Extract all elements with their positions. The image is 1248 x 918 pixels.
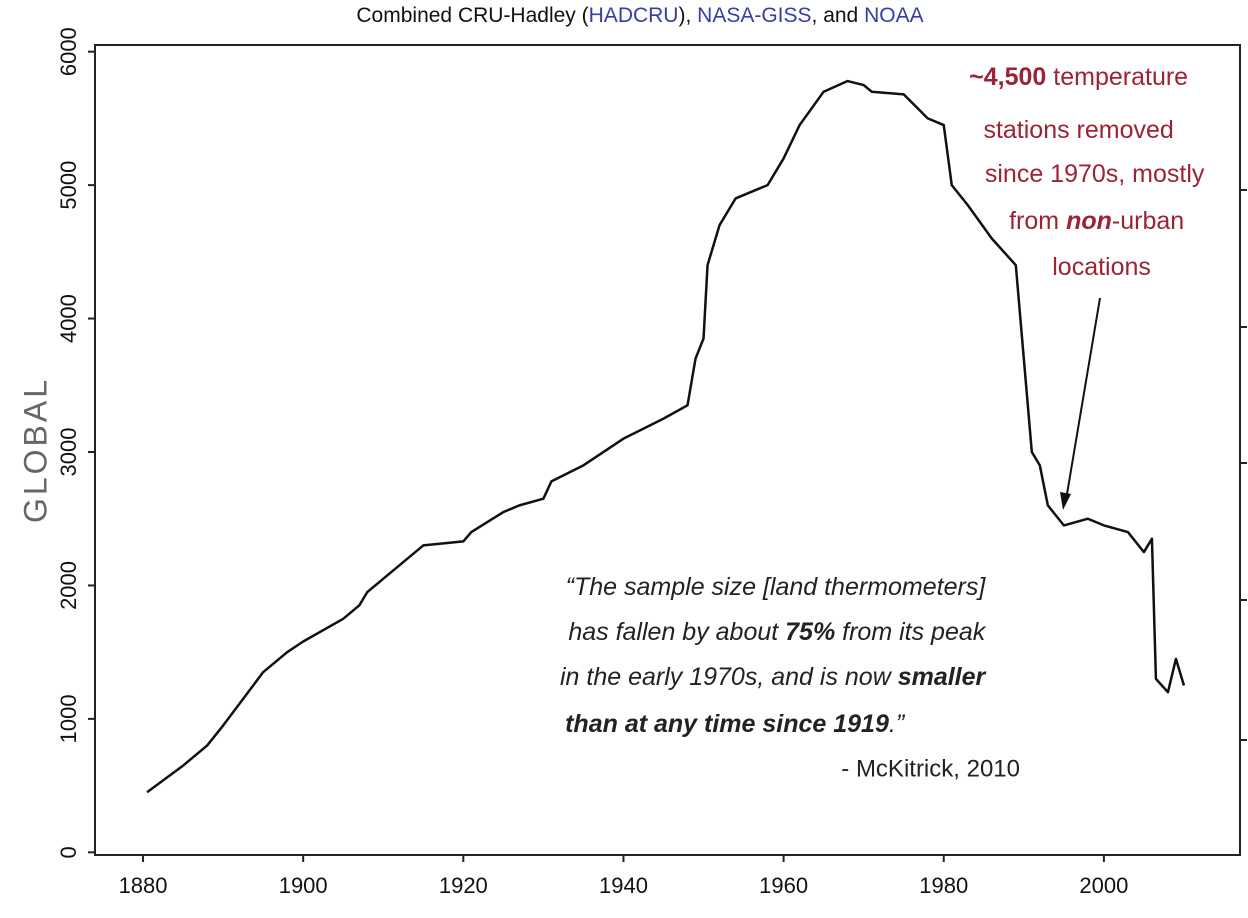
title-part: , and bbox=[812, 4, 865, 27]
annotation-part: stations removed bbox=[983, 116, 1173, 144]
attribution: - McKitrick, 2010 bbox=[841, 755, 1020, 782]
x-tick-label: 1880 bbox=[119, 873, 168, 898]
y-tick-label: 4000 bbox=[56, 294, 81, 343]
annotation-part: from bbox=[1009, 207, 1066, 235]
quote-part: in the early 1970s, and is now bbox=[560, 663, 898, 691]
x-tick-label: 1940 bbox=[599, 873, 648, 898]
quote-part: from its peak bbox=[835, 618, 987, 646]
y-tick-label: 1000 bbox=[56, 694, 81, 743]
quote-part: 75% bbox=[785, 618, 835, 646]
x-tick-label: 2000 bbox=[1079, 873, 1128, 898]
line bbox=[146, 79, 1186, 794]
x-tick-label: 1960 bbox=[759, 873, 808, 898]
quote-part: “The sample size [land thermometers] bbox=[566, 573, 987, 601]
x-tick-label: 1980 bbox=[919, 873, 968, 898]
title-part: NASA-GISS bbox=[697, 4, 811, 27]
x-tick-label: 1900 bbox=[279, 873, 328, 898]
y-tick-label: 2000 bbox=[56, 561, 81, 610]
annotation-part: ~4,500 bbox=[969, 63, 1046, 91]
quote-part: has fallen by about bbox=[568, 618, 785, 646]
quote: “The sample size [land thermometers] has… bbox=[560, 573, 987, 738]
quote-part: smaller bbox=[898, 663, 987, 691]
arrow-head bbox=[1060, 492, 1071, 510]
quote-part: than at any time since 1919 bbox=[565, 710, 889, 738]
x-tick-label: 1920 bbox=[439, 873, 488, 898]
y-tick-label: 3000 bbox=[56, 428, 81, 477]
y-tick-label: 6000 bbox=[56, 27, 81, 76]
quote-part: .” bbox=[889, 710, 906, 738]
y-tick-label: 5000 bbox=[56, 161, 81, 210]
annotation-part: since 1970s, mostly bbox=[985, 160, 1205, 188]
annotation-arrow bbox=[1065, 297, 1101, 501]
annotation-part: locations bbox=[1052, 253, 1151, 281]
title-part: NOAA bbox=[864, 4, 924, 27]
title-part: ), bbox=[678, 4, 697, 27]
y-tick-label: 0 bbox=[56, 846, 81, 858]
annotation-part: temperature bbox=[1046, 63, 1188, 91]
annotation-part: -urban bbox=[1112, 207, 1184, 235]
chart-title: Combined CRU-Hadley (HADCRU), NASA-GISS,… bbox=[356, 4, 923, 27]
right-axis-ticks bbox=[1240, 189, 1247, 741]
annotation-part: non bbox=[1066, 207, 1112, 235]
title-part: HADCRU bbox=[589, 4, 679, 27]
y-axis-label: GLOBAL bbox=[17, 377, 53, 523]
plot-frame bbox=[94, 44, 1241, 856]
annotation: ~4,500 temperature stations removed sinc… bbox=[0, 0, 1239, 281]
title-part: Combined CRU-Hadley ( bbox=[356, 4, 588, 27]
